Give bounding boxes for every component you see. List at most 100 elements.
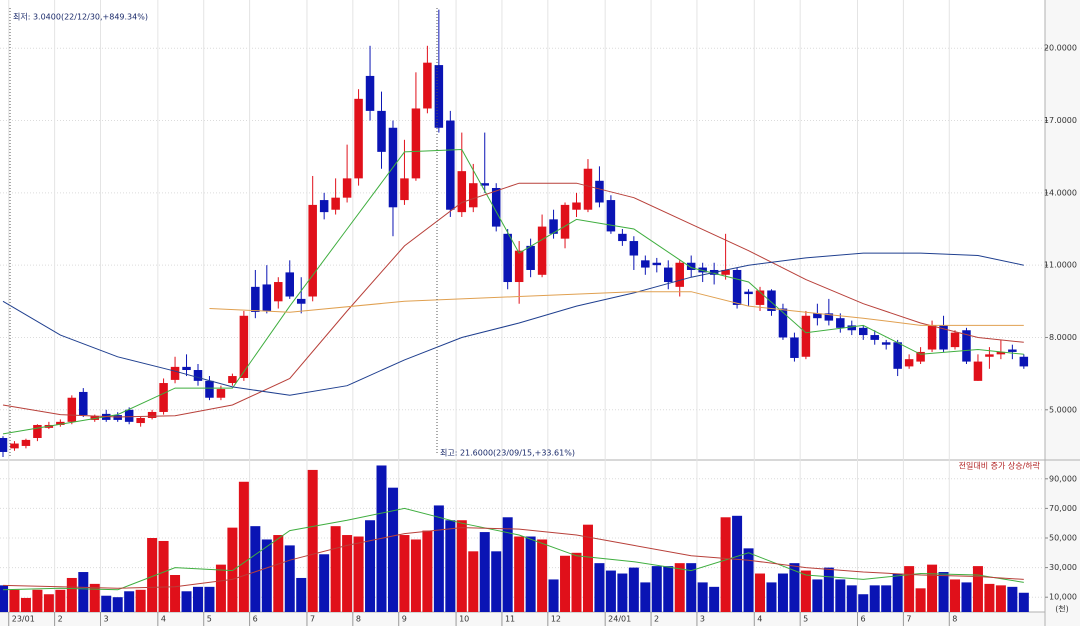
candle-body (296, 298, 306, 304)
candle-body (342, 178, 352, 198)
volume-bar (571, 552, 582, 612)
x-tick-label: 23/01 (12, 615, 35, 624)
candle-body (0, 437, 8, 452)
y-tick-label: 11.0000 (1044, 261, 1077, 270)
candle-body (400, 178, 409, 201)
volume-bar (674, 563, 685, 612)
candle-body (652, 262, 662, 266)
candle-body (228, 376, 237, 384)
candle-body (193, 370, 203, 381)
candle-body (560, 204, 570, 239)
candle-body (411, 108, 421, 179)
x-tick-label: 8 (356, 615, 361, 624)
volume-bar (881, 585, 892, 612)
volume-bar (32, 589, 43, 612)
candle-body (732, 269, 742, 305)
candle-body (824, 313, 834, 321)
volume-bar (89, 583, 100, 612)
candle-body (56, 421, 65, 425)
max-annotation: 최고: 21.6000(23/09/15,+33.61%) (440, 448, 575, 458)
candle-body (996, 351, 1006, 355)
volume-bar (732, 515, 743, 612)
volume-bar (846, 585, 857, 612)
candle-body (927, 325, 937, 350)
candle-body (377, 110, 386, 152)
y2-tick-label: 10,000 (1049, 593, 1077, 602)
volume-bar (605, 570, 616, 612)
candle-body (664, 267, 673, 283)
volume-bar (55, 589, 66, 612)
candle-body (686, 262, 696, 270)
volume-panel (0, 465, 1029, 612)
volume-bar (135, 589, 146, 612)
candle-body (216, 389, 226, 398)
volume-bar (720, 517, 731, 612)
volume-bar (972, 566, 983, 612)
x-tick-label: 11 (505, 615, 515, 624)
volume-bar (1018, 592, 1029, 612)
volume-bar (399, 535, 410, 612)
volume-bar (261, 539, 272, 612)
volume-bar (869, 585, 880, 612)
x-tick-label: 4 (161, 615, 166, 624)
volume-bar (365, 520, 376, 612)
axis-gutter (1045, 0, 1080, 626)
volume-bar (192, 586, 203, 612)
y-tick-label: 8.0000 (1049, 333, 1077, 342)
candle-body (893, 342, 902, 369)
candle-body (950, 332, 960, 348)
candle-body (778, 308, 788, 338)
y2-tick-label: 50,000 (1049, 534, 1077, 543)
candle-body (159, 383, 168, 412)
candle-body (721, 269, 730, 275)
y2-tick-label: 90,000 (1049, 474, 1077, 483)
x-tick-label: 7 (310, 615, 315, 624)
volume-bar (651, 566, 662, 612)
volume-bar (663, 566, 674, 612)
candle-body (354, 98, 363, 179)
candle-body (79, 391, 88, 416)
volume-bar (78, 572, 89, 612)
volume-bar (789, 563, 800, 612)
x-tick-label: 3 (700, 615, 705, 624)
volume-bar (628, 567, 639, 612)
volume-bar (445, 520, 456, 612)
candle-body (767, 290, 776, 311)
volume-bar (330, 526, 341, 612)
volume-bar (800, 570, 811, 612)
volume-bar (640, 582, 651, 612)
candle-body (136, 417, 145, 424)
candle-body (526, 245, 535, 270)
candle-body (962, 330, 971, 362)
moving-average-line (2, 527, 1024, 589)
x-axis-band (0, 612, 1045, 626)
volume-bar (284, 545, 295, 612)
volume-bar (582, 524, 593, 612)
candle-body (480, 183, 489, 186)
moving-average-line (2, 507, 1024, 591)
volume-bar (319, 554, 330, 612)
x-tick-label: 10 (459, 615, 469, 624)
candle-body (904, 359, 914, 367)
moving-average-line (209, 291, 1024, 326)
candle-body (308, 204, 317, 297)
volume-bar (204, 586, 215, 612)
volume-bar (43, 594, 54, 612)
volume-bar (0, 585, 8, 612)
y-tick-label: 20.0000 (1044, 44, 1077, 53)
candle-body (365, 75, 375, 111)
volume-bar (342, 535, 353, 612)
candle-body (319, 200, 329, 213)
volume-bar (755, 573, 766, 612)
candle-body (916, 351, 925, 362)
candle-body (572, 202, 581, 210)
candle-body (491, 188, 501, 227)
volume-bar (250, 526, 261, 612)
candle-body (790, 337, 799, 358)
volume-bar (296, 577, 307, 612)
volume-bar (709, 586, 720, 612)
min-annotation: 최저: 3.0400(22/12/30,+849.34%) (13, 12, 148, 22)
moving-average-line (2, 252, 1024, 396)
volume-bar (995, 585, 1006, 612)
